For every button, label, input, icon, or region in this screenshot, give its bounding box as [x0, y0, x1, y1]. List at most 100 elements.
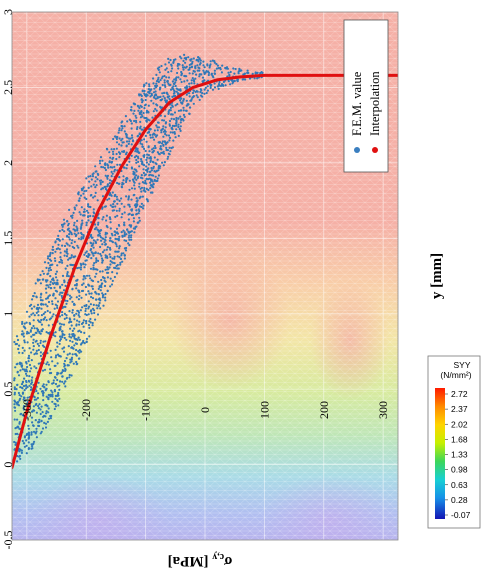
fem-point	[115, 141, 119, 144]
fem-point	[118, 176, 121, 179]
fem-point	[168, 139, 171, 142]
fem-point	[63, 305, 66, 308]
fem-point	[157, 174, 160, 177]
fem-point	[89, 267, 93, 270]
fem-point	[92, 242, 95, 245]
fem-point	[42, 394, 45, 397]
fem-point	[177, 109, 180, 112]
fem-point	[244, 78, 247, 81]
fem-point	[90, 233, 93, 237]
fem-point	[130, 234, 133, 237]
fem-point	[43, 345, 46, 348]
fem-point	[106, 289, 109, 293]
fem-point	[45, 412, 48, 415]
fem-point	[192, 102, 195, 105]
fem-point	[39, 332, 42, 335]
fem-point	[192, 57, 195, 60]
fem-point	[96, 268, 99, 271]
fem-point	[79, 194, 83, 197]
fem-point	[172, 61, 175, 64]
fem-point	[39, 387, 42, 390]
fem-point	[199, 59, 202, 62]
fem-point	[79, 266, 83, 269]
fem-point	[41, 270, 44, 273]
fem-point	[83, 304, 86, 307]
fem-point	[251, 72, 254, 75]
fem-point	[113, 257, 116, 260]
fem-point	[14, 409, 17, 412]
fem-point	[56, 378, 59, 382]
fem-point	[74, 208, 77, 211]
fem-point	[159, 165, 162, 168]
fem-point	[168, 95, 171, 98]
fem-point	[45, 331, 48, 334]
fem-point	[160, 142, 164, 145]
grid-lines	[12, 11, 398, 541]
fem-point	[153, 138, 156, 141]
fem-point	[140, 202, 143, 205]
fem-point	[76, 244, 79, 247]
fem-point	[188, 82, 191, 85]
fem-point	[116, 198, 119, 201]
fem-point	[153, 156, 156, 159]
fem-point	[116, 163, 119, 166]
fem-point	[171, 86, 174, 89]
fem-point	[115, 272, 119, 275]
fem-point	[28, 315, 31, 318]
fem-point	[63, 230, 66, 233]
fem-point	[22, 408, 25, 411]
fem-point	[47, 381, 50, 384]
fem-point	[92, 183, 95, 186]
fem-point	[70, 324, 73, 327]
fem-point	[135, 116, 138, 119]
fem-point	[71, 216, 74, 219]
fem-point	[44, 426, 48, 429]
fem-point	[60, 259, 64, 262]
fem-point	[90, 257, 93, 260]
fem-point	[58, 261, 62, 264]
fem-point	[155, 86, 158, 89]
fem-point	[60, 371, 64, 374]
fem-point	[120, 216, 123, 219]
fem-point	[149, 128, 152, 131]
fem-point	[175, 128, 178, 131]
fem-point	[30, 367, 33, 370]
fem-point	[209, 86, 212, 89]
fem-point	[177, 134, 180, 137]
fem-point	[101, 251, 105, 254]
fem-point	[117, 182, 120, 185]
fem-point	[100, 239, 103, 242]
fem-point	[13, 379, 16, 382]
fem-point	[136, 126, 139, 129]
fem-point	[176, 64, 179, 67]
fem-point	[199, 62, 202, 65]
fem-point	[115, 243, 118, 246]
fem-point	[38, 418, 41, 421]
fem-point	[27, 354, 31, 357]
fem-point	[24, 384, 28, 387]
fem-point	[69, 339, 72, 342]
fem-point	[30, 313, 33, 316]
fem-point	[156, 67, 159, 70]
fem-point	[206, 85, 209, 88]
fem-point	[87, 215, 90, 218]
fem-point	[87, 313, 90, 316]
fem-point	[89, 321, 92, 324]
fem-point	[71, 239, 74, 242]
fem-point	[185, 58, 188, 61]
fem-point	[82, 278, 85, 281]
interpolation-curve-group	[12, 73, 398, 470]
fem-point	[89, 241, 92, 244]
fem-point	[79, 227, 82, 230]
fem-point	[164, 122, 167, 125]
fem-point	[181, 66, 185, 69]
fem-point	[112, 153, 115, 156]
fem-point	[68, 373, 71, 377]
fem-point	[87, 290, 90, 293]
fem-point	[137, 221, 140, 224]
fem-point	[80, 226, 83, 229]
fem-point	[41, 369, 45, 372]
fem-point	[120, 202, 123, 205]
fem-point	[109, 237, 112, 240]
fem-point	[171, 128, 174, 131]
